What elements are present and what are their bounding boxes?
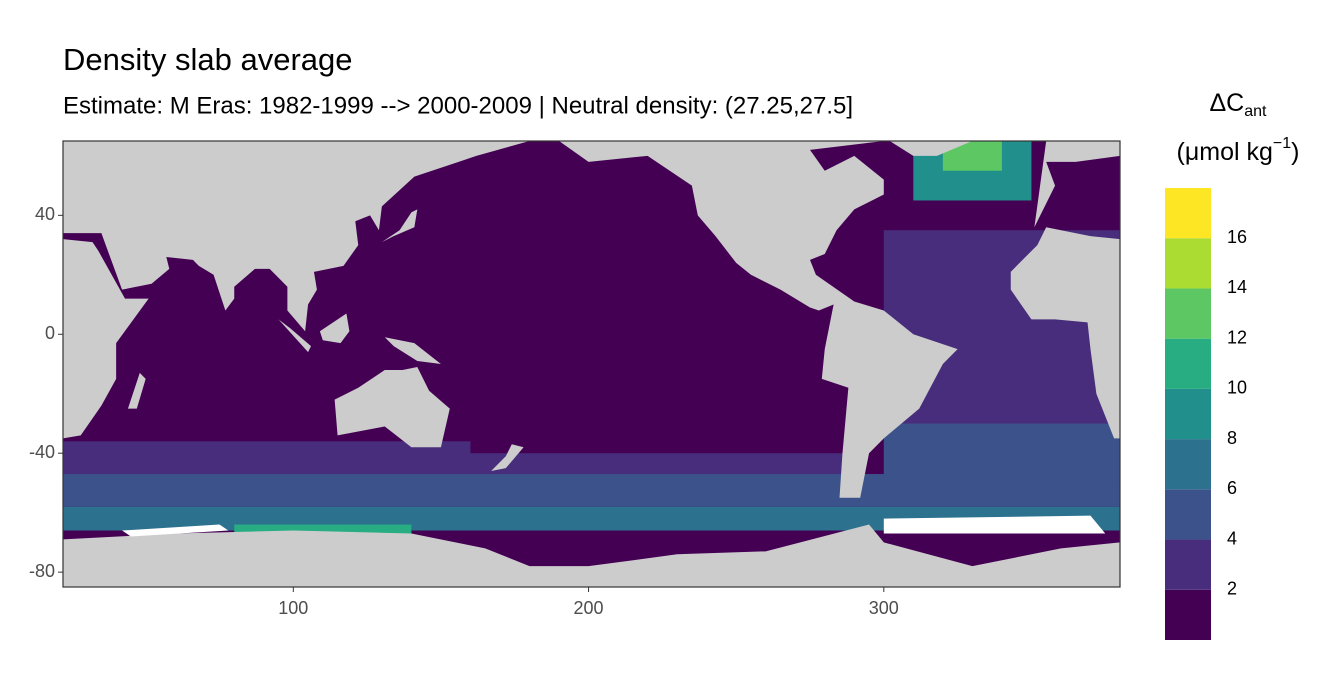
legend-swatch xyxy=(1165,439,1211,490)
y-tick-label: -40 xyxy=(29,442,55,462)
chart-subtitle: Estimate: M Eras: 1982-1999 --> 2000-200… xyxy=(63,92,853,119)
chart-title: Density slab average xyxy=(63,42,353,77)
legend-unit: (μmol kg−1) xyxy=(1177,135,1300,165)
panel-border xyxy=(62,140,1121,588)
legend-swatch xyxy=(1165,338,1211,389)
ocean-region xyxy=(381,453,855,475)
legend-tick-label: 12 xyxy=(1227,327,1247,347)
legend-tick-label: 14 xyxy=(1227,277,1247,297)
legend-swatch xyxy=(1165,589,1211,640)
legend-unit-text: (μmol kg xyxy=(1177,138,1273,166)
land xyxy=(63,524,1120,587)
legend-unit-close: ) xyxy=(1291,138,1299,166)
land xyxy=(1010,227,1120,439)
y-tick-label: -80 xyxy=(29,561,55,581)
legend-tick-label: 10 xyxy=(1227,378,1247,398)
land xyxy=(559,141,958,498)
legend: 2 4 6 8 10 12 14 16 xyxy=(1165,188,1247,640)
legend-tick-label: 4 xyxy=(1227,528,1237,548)
x-tick-label: 200 xyxy=(574,598,604,618)
land xyxy=(384,337,441,364)
land xyxy=(319,313,350,344)
land xyxy=(889,141,973,156)
legend-swatch xyxy=(1165,539,1211,590)
legend-tick-label: 6 xyxy=(1227,478,1237,498)
land xyxy=(1034,141,1120,228)
land xyxy=(63,239,149,439)
legend-symbol: ΔC xyxy=(1209,89,1244,117)
legend-swatch xyxy=(1165,388,1211,440)
y-tick-label: 0 xyxy=(45,323,55,343)
no-data xyxy=(122,524,229,537)
legend-title: ΔCant xyxy=(1209,89,1267,121)
legend-subscript: ant xyxy=(1244,103,1267,120)
legend-swatch xyxy=(1165,489,1211,540)
ocean-region xyxy=(234,524,412,537)
land xyxy=(278,319,312,353)
legend-swatch xyxy=(1165,188,1211,239)
legend-unit-sup: −1 xyxy=(1273,135,1291,152)
x-tick-label: 300 xyxy=(869,598,899,618)
land xyxy=(127,372,146,409)
land xyxy=(381,209,418,243)
y-tick-label: 40 xyxy=(35,204,55,224)
land xyxy=(491,444,524,472)
x-tick-label: 100 xyxy=(278,598,308,618)
legend-swatch xyxy=(1165,288,1211,339)
legend-swatch xyxy=(1165,238,1211,289)
legend-tick-label: 16 xyxy=(1227,227,1247,247)
legend-tick-label: 8 xyxy=(1227,428,1237,448)
land xyxy=(334,366,450,448)
land xyxy=(63,141,530,332)
legend-tick-label: 2 xyxy=(1227,579,1237,599)
map-panel xyxy=(63,141,1120,587)
ocean-region xyxy=(883,423,1120,483)
no-data xyxy=(883,515,1106,534)
